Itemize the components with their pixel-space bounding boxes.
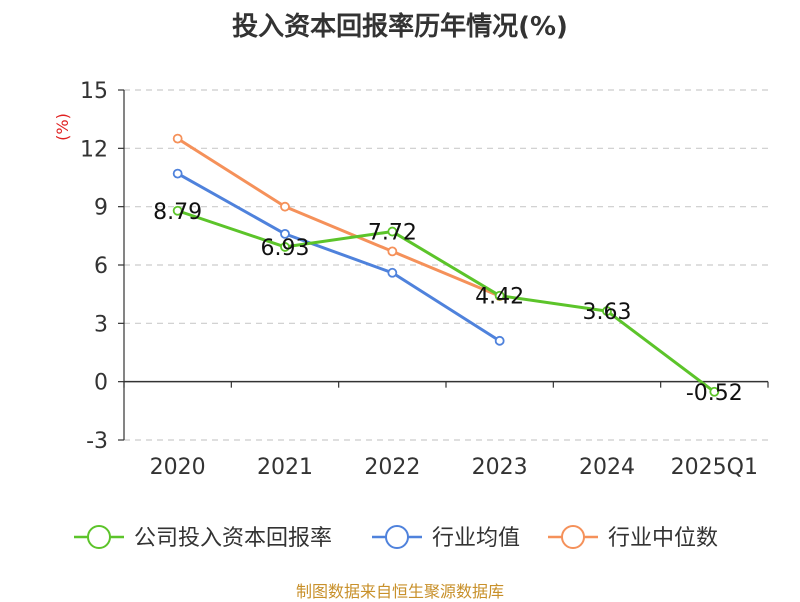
legend-swatch-marker: [87, 525, 111, 549]
data-point: [172, 168, 183, 179]
y-tick-label: 3: [94, 312, 108, 337]
legend-item: 行业均值: [372, 525, 520, 551]
data-point: [387, 226, 398, 237]
data-label: 6.93: [261, 236, 310, 261]
series-line: [176, 137, 502, 298]
y-tick-label: 6: [94, 254, 108, 279]
source-note: 制图数据来自恒生聚源数据库: [295, 582, 504, 601]
data-label: -0.52: [686, 381, 743, 406]
x-tick-label: 2020: [150, 455, 206, 480]
x-tick-label: 2023: [472, 455, 528, 480]
x-tick-label: 2025Q1: [671, 455, 758, 480]
legend: 公司投入资本回报率 行业均值 行业中位数: [74, 525, 718, 551]
series-line: [176, 172, 502, 343]
data-label: 4.42: [475, 285, 524, 310]
data-point: [709, 386, 720, 397]
y-tick-label: 12: [80, 137, 108, 162]
series-layer: [172, 133, 720, 397]
data-point: [602, 306, 612, 316]
x-tick-label: 2022: [364, 455, 420, 480]
y-tick-label: -3: [86, 429, 108, 454]
data-point: [172, 205, 183, 216]
data-label: 8.79: [153, 200, 202, 225]
data-point: [494, 290, 505, 301]
chart-title: 投入资本回报率历年情况(%): [232, 12, 568, 42]
legend-label: 行业中位数: [608, 526, 718, 551]
data-label-layer: 8.79 6.93 7.72 4.42 3.63 -0.52: [153, 200, 743, 406]
data-point: [172, 133, 183, 144]
legend-swatch-marker: [385, 525, 409, 549]
data-point: [387, 246, 398, 257]
y-tick-label: 0: [94, 371, 108, 396]
axis-layer: -3 0 3 6 9 12 15 (%) 2020 2021 2022 2023 2024 2025Q1: [53, 79, 769, 480]
legend-item: 行业中位数: [548, 525, 718, 551]
data-point: [494, 335, 505, 346]
y-tick-label: 15: [80, 79, 108, 104]
data-point: [280, 201, 290, 212]
legend-item: 公司投入资本回报率: [74, 525, 332, 551]
legend-swatch-marker: [561, 525, 585, 549]
y-tick-label: 9: [94, 196, 108, 221]
data-label: 7.72: [368, 221, 417, 246]
x-tick-label: 2024: [579, 455, 635, 480]
data-point: [280, 242, 290, 252]
y-axis-title: (%): [53, 113, 72, 141]
legend-label: 公司投入资本回报率: [134, 526, 332, 551]
x-tick-label: 2021: [257, 455, 313, 480]
legend-label: 行业均值: [432, 526, 520, 551]
series-line: [176, 209, 716, 394]
data-point: [280, 228, 290, 239]
data-label: 3.63: [583, 300, 632, 325]
data-point: [387, 267, 398, 278]
